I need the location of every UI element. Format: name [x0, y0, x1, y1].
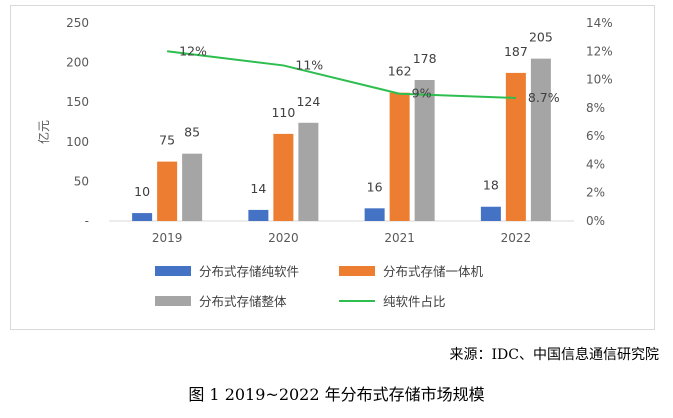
legend-label: 纯软件占比	[383, 294, 446, 309]
y-axis-title: 亿元	[36, 120, 51, 144]
y-left-tick-label: 200	[66, 56, 89, 70]
y-left-tick-label: 250	[66, 16, 89, 30]
bar-3-2020	[298, 122, 319, 221]
y-right-tick-label: 6%	[586, 129, 605, 143]
y-left-tick-label: -	[85, 214, 89, 228]
bar-data-label: 85	[184, 125, 200, 140]
line-data-label: 9%	[412, 86, 432, 101]
bar-data-label: 16	[367, 179, 383, 194]
bar-2-2021	[389, 92, 410, 221]
bar-data-label: 18	[483, 178, 499, 193]
bar-data-label: 124	[296, 94, 320, 109]
bar-1-2022	[480, 206, 501, 221]
y-right-tick-label: 4%	[586, 157, 605, 171]
x-tick-label: 2021	[384, 231, 415, 245]
chart-frame: - 50 100 150 200 250 0% 2% 4% 6% 8% 10% 12% 14% 亿元 2019…	[10, 5, 655, 330]
bar-3-2021	[414, 80, 435, 221]
legend-swatch	[155, 296, 191, 306]
y-right-tick-label: 10%	[586, 73, 613, 87]
y-left-tick-label: 100	[66, 135, 89, 149]
bar-2-2022	[505, 72, 526, 221]
bar-3-2022	[530, 58, 551, 221]
y-left-tick-label: 150	[66, 95, 89, 109]
bar-data-label: 205	[529, 30, 553, 45]
y-right-tick-label: 14%	[586, 16, 613, 30]
line-series-ratio	[167, 50, 516, 99]
bar-data-label: 187	[504, 44, 528, 59]
line-data-label: 12%	[179, 43, 207, 58]
x-tick-label: 2020	[268, 231, 299, 245]
bar-data-label: 178	[413, 51, 437, 66]
bar-data-label: 14	[250, 181, 266, 196]
chart-svg: - 50 100 150 200 250 0% 2% 4% 6% 8% 10% 12% 14% 亿元 2019…	[36, 16, 613, 309]
source-note: 来源：IDC、中国信息通信研究院	[449, 347, 659, 363]
bar-2-2020	[273, 133, 294, 221]
legend-swatch	[339, 266, 375, 276]
y-right-tick-label: 0%	[586, 214, 605, 228]
bar-data-label: 10	[134, 184, 150, 199]
line-data-label: 8.7%	[528, 90, 560, 105]
legend-label: 分布式存储纯软件	[199, 264, 299, 279]
bar-data-label: 162	[388, 64, 412, 79]
bar-1-2020	[248, 209, 269, 221]
bar-1-2019	[132, 213, 153, 221]
y-left-tick-label: 50	[74, 174, 89, 188]
line-data-label: 11%	[295, 57, 323, 72]
legend-swatch	[155, 266, 191, 276]
bar-3-2019	[182, 153, 203, 221]
legend-label: 分布式存储整体	[199, 294, 287, 309]
bar-1-2021	[364, 208, 385, 221]
y-right-tick-label: 8%	[586, 101, 605, 115]
bar-data-label: 110	[271, 105, 295, 120]
bar-2-2019	[157, 161, 178, 221]
figure-caption: 图 1 2019~2022 年分布式存储市场规模	[188, 385, 485, 404]
x-tick-label: 2022	[501, 231, 532, 245]
y-right-tick-label: 12%	[586, 44, 613, 58]
y-right-tick-label: 2%	[586, 186, 605, 200]
bar-data-label: 75	[159, 133, 175, 148]
x-tick-label: 2019	[152, 231, 183, 245]
legend-label: 分布式存储一体机	[383, 264, 484, 279]
